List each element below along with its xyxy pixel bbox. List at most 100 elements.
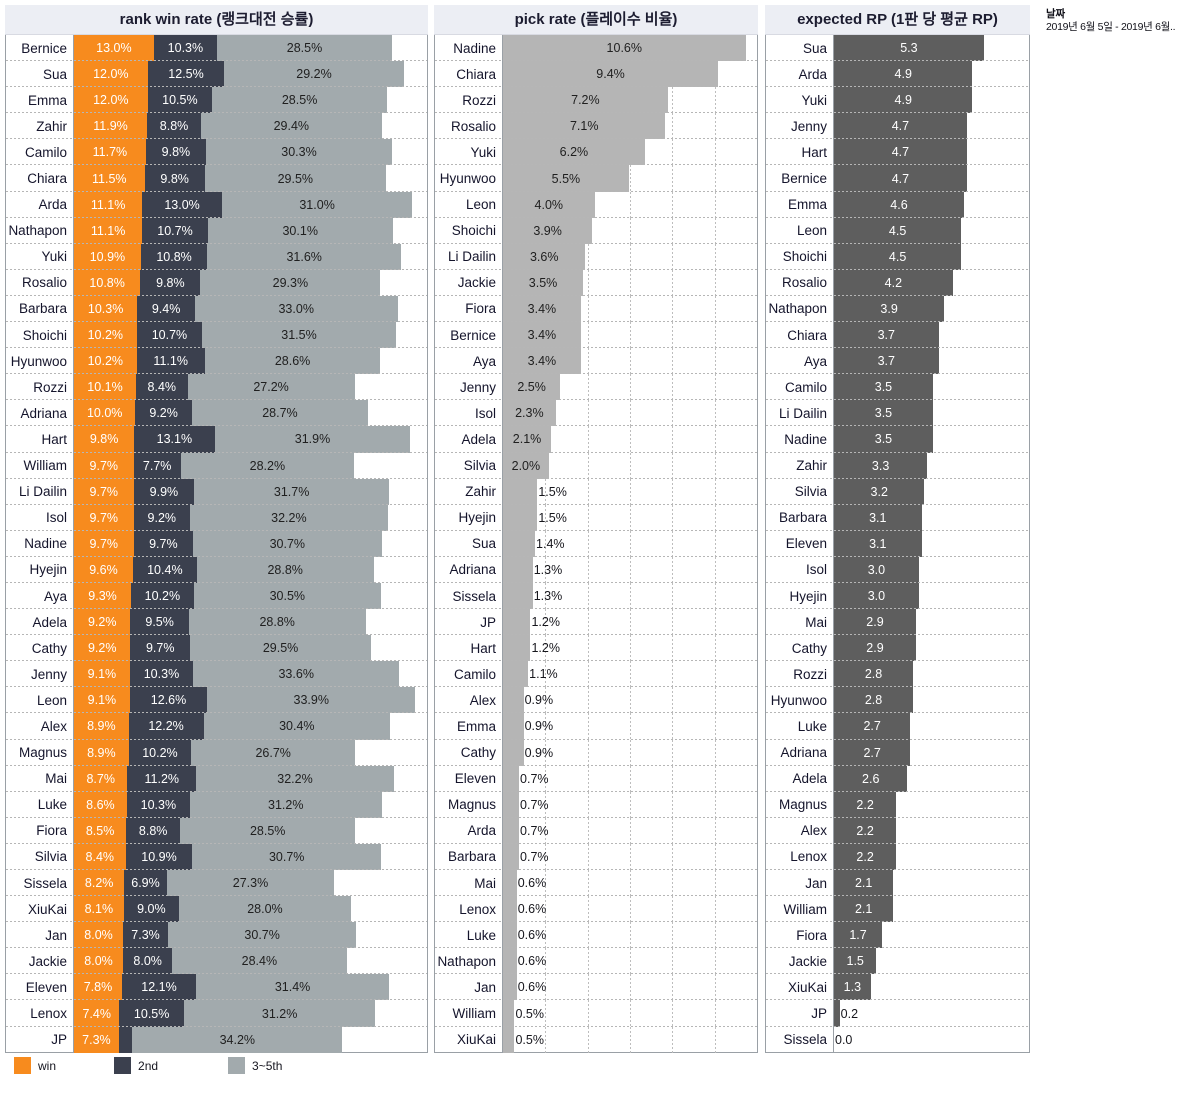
bar-segment-win[interactable]: 10.8%: [74, 269, 141, 296]
bar-row[interactable]: Magnus 0.7%: [435, 791, 757, 818]
bar-row[interactable]: Sua 12.0% 12.5% 29.2%: [6, 61, 427, 88]
bar-row[interactable]: Zahir 11.9% 8.8% 29.4%: [6, 113, 427, 140]
bar-row[interactable]: Bernice 4.7: [766, 165, 1029, 192]
bar-segment-pick[interactable]: 0.7%: [503, 765, 549, 792]
bar-segment-third[interactable]: 31.2%: [183, 1000, 376, 1027]
bar-segment-rp[interactable]: 1.7: [834, 922, 883, 949]
bar-row[interactable]: Lenox 7.4% 10.5% 31.2%: [6, 1000, 427, 1027]
bar-row[interactable]: Jackie 3.5%: [435, 269, 757, 297]
bar-row[interactable]: Sua 1.4%: [435, 530, 757, 557]
bar-row[interactable]: Hyejin 1.5%: [435, 504, 757, 531]
bar-row[interactable]: Nathapon 11.1% 10.7% 30.1%: [6, 217, 427, 244]
bar-row[interactable]: Cathy 2.9: [766, 635, 1029, 662]
legend-item-3-5th[interactable]: 3~5th: [228, 1057, 282, 1074]
bar-row[interactable]: Yuki 4.9: [766, 87, 1029, 114]
bar-row[interactable]: Chiara 3.7: [766, 322, 1029, 349]
bar-segment-pick[interactable]: 1.2%: [503, 609, 560, 636]
bar-segment-pick[interactable]: 3.4%: [503, 322, 581, 349]
bar-segment-second[interactable]: 10.2%: [131, 582, 194, 610]
bar-row[interactable]: Sissela 1.3%: [435, 582, 757, 610]
bar-segment-second[interactable]: [118, 1026, 133, 1053]
bar-segment-pick[interactable]: 1.2%: [503, 635, 560, 662]
bar-row[interactable]: William 2.1: [766, 896, 1029, 923]
bar-row[interactable]: Nathapon 0.6%: [435, 948, 757, 975]
date-filter[interactable]: 날짜 2019년 6월 5일 - 2019년 6월..: [1046, 8, 1196, 34]
bar-segment-second[interactable]: 11.1%: [136, 348, 205, 375]
bar-segment-rp[interactable]: 2.7: [834, 713, 911, 740]
bar-segment-rp[interactable]: 4.5: [834, 217, 962, 244]
bar-segment-win[interactable]: 8.2%: [74, 870, 125, 897]
bar-segment-third[interactable]: 28.5%: [212, 87, 388, 114]
bar-row[interactable]: Jan 8.0% 7.3% 30.7%: [6, 922, 427, 949]
bar-row[interactable]: Jenny 2.5%: [435, 374, 757, 401]
bar-segment-third[interactable]: 30.3%: [205, 139, 392, 166]
bar-row[interactable]: Fiora 1.7: [766, 922, 1029, 949]
bar-segment-win[interactable]: 12.0%: [74, 61, 148, 88]
bar-row[interactable]: Adela 2.1%: [435, 426, 757, 453]
bar-row[interactable]: Sissela 0.0: [766, 1026, 1029, 1053]
bar-segment-pick[interactable]: 3.5%: [503, 269, 584, 296]
bar-segment-rp[interactable]: 2.9: [834, 635, 916, 662]
bar-segment-third[interactable]: 28.5%: [180, 817, 356, 844]
legend-item-2nd[interactable]: 2nd: [114, 1057, 158, 1074]
bar-row[interactable]: Arda 4.9: [766, 61, 1029, 88]
bar-segment-rp[interactable]: 3.1: [834, 530, 922, 557]
bar-segment-pick[interactable]: 0.6%: [503, 922, 546, 949]
bar-row[interactable]: William 9.7% 7.7% 28.2%: [6, 452, 427, 479]
bar-row[interactable]: Fiora 3.4%: [435, 295, 757, 323]
bar-segment-third[interactable]: 32.2%: [196, 765, 394, 792]
bar-row[interactable]: Magnus 2.2: [766, 791, 1029, 818]
bar-row[interactable]: Li Dailin 3.5: [766, 400, 1029, 427]
bar-row[interactable]: Silvia 2.0%: [435, 452, 757, 479]
bar-row[interactable]: Alex 2.2: [766, 817, 1029, 845]
bar-segment-rp[interactable]: 5.3: [834, 35, 984, 62]
bar-segment-win[interactable]: 11.7%: [74, 139, 146, 166]
bar-row[interactable]: JP 7.3% 34.2%: [6, 1026, 427, 1053]
bar-segment-third[interactable]: 28.5%: [217, 35, 392, 62]
bar-row[interactable]: Nadine 3.5: [766, 426, 1029, 453]
bar-row[interactable]: Camilo 11.7% 9.8% 30.3%: [6, 139, 427, 166]
bar-segment-rp[interactable]: 2.2: [834, 817, 897, 844]
bar-segment-second[interactable]: 11.2%: [127, 765, 197, 792]
bar-segment-third[interactable]: 30.4%: [203, 713, 391, 740]
bar-row[interactable]: XiuKai 0.5%: [435, 1026, 757, 1053]
bar-row[interactable]: Hart 9.8% 13.1% 31.9%: [6, 426, 427, 453]
bar-segment-third[interactable]: 31.7%: [194, 478, 389, 505]
bar-segment-pick[interactable]: 3.9%: [503, 217, 593, 244]
bar-segment-second[interactable]: 8.0%: [123, 948, 173, 975]
bar-row[interactable]: Li Dailin 3.6%: [435, 243, 757, 270]
bar-segment-second[interactable]: 13.0%: [142, 191, 222, 218]
bar-segment-third[interactable]: 29.3%: [200, 269, 381, 296]
bar-row[interactable]: Chiara 11.5% 9.8% 29.5%: [6, 165, 427, 192]
bar-segment-win[interactable]: 10.3%: [74, 295, 138, 323]
bar-segment-win[interactable]: 9.3%: [74, 582, 132, 610]
bar-row[interactable]: Jan 2.1: [766, 870, 1029, 897]
bar-segment-rp[interactable]: 0.2: [834, 1000, 858, 1027]
bar-segment-pick[interactable]: 1.4%: [503, 530, 565, 557]
bar-row[interactable]: Jackie 1.5: [766, 948, 1029, 975]
bar-segment-pick[interactable]: 0.9%: [503, 739, 553, 766]
bar-row[interactable]: Li Dailin 9.7% 9.9% 31.7%: [6, 478, 427, 505]
bar-segment-win[interactable]: 12.0%: [74, 87, 148, 114]
bar-segment-pick[interactable]: 0.5%: [503, 1026, 544, 1053]
bar-segment-second[interactable]: 12.5%: [147, 61, 225, 88]
bar-segment-third[interactable]: 31.6%: [207, 243, 402, 270]
bar-row[interactable]: Silvia 3.2: [766, 478, 1029, 505]
bar-segment-third[interactable]: 28.7%: [191, 400, 369, 427]
bar-segment-second[interactable]: 10.3%: [129, 661, 194, 688]
bar-row[interactable]: Shoichi 3.9%: [435, 217, 757, 244]
bar-row[interactable]: Barbara 10.3% 9.4% 33.0%: [6, 295, 427, 323]
bar-row[interactable]: Shoichi 4.5: [766, 243, 1029, 270]
bar-segment-pick[interactable]: 9.4%: [503, 61, 719, 88]
bar-row[interactable]: Aya 3.7: [766, 348, 1029, 375]
bar-segment-rp[interactable]: 4.7: [834, 165, 967, 192]
bar-segment-pick[interactable]: 1.5%: [503, 478, 567, 505]
bar-row[interactable]: XiuKai 1.3: [766, 974, 1029, 1001]
bar-row[interactable]: Aya 3.4%: [435, 348, 757, 375]
bar-segment-third[interactable]: 27.3%: [166, 870, 335, 897]
bar-segment-pick[interactable]: 3.4%: [503, 295, 581, 323]
bar-segment-rp[interactable]: 4.6: [834, 191, 964, 218]
chart-pick-rate[interactable]: Nadine 10.6% Chiara 9.4% Rozzi 7.2% Rosalio 7.1…: [434, 35, 758, 1053]
bar-segment-pick[interactable]: 0.7%: [503, 843, 549, 870]
bar-segment-win[interactable]: 7.3%: [74, 1026, 119, 1053]
